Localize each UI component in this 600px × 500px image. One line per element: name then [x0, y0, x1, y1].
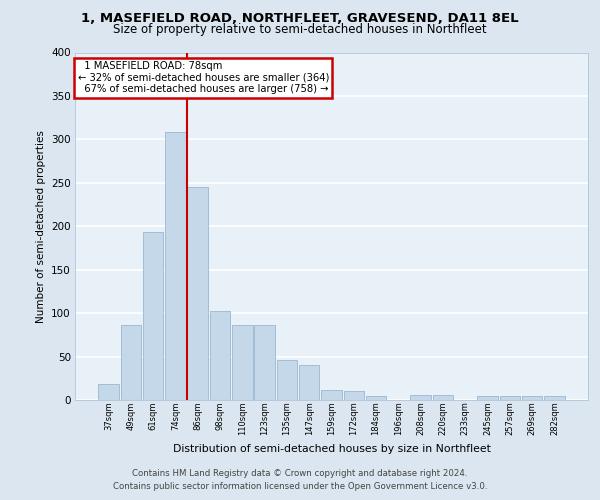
Text: 1, MASEFIELD ROAD, NORTHFLEET, GRAVESEND, DA11 8EL: 1, MASEFIELD ROAD, NORTHFLEET, GRAVESEND… — [81, 12, 519, 26]
Bar — [254, 326, 275, 400]
Text: Contains HM Land Registry data © Crown copyright and database right 2024.
Contai: Contains HM Land Registry data © Crown c… — [113, 470, 487, 491]
Bar — [366, 396, 386, 400]
Bar — [522, 396, 542, 400]
Bar — [344, 392, 364, 400]
Bar — [321, 390, 342, 400]
Bar — [232, 326, 253, 400]
Bar — [433, 395, 453, 400]
Bar — [143, 232, 163, 400]
Y-axis label: Number of semi-detached properties: Number of semi-detached properties — [35, 130, 46, 322]
Bar — [544, 396, 565, 400]
Bar — [121, 326, 141, 400]
Bar — [98, 384, 119, 400]
Text: Size of property relative to semi-detached houses in Northfleet: Size of property relative to semi-detach… — [113, 22, 487, 36]
X-axis label: Distribution of semi-detached houses by size in Northfleet: Distribution of semi-detached houses by … — [173, 444, 490, 454]
Bar — [165, 132, 186, 400]
Bar — [299, 365, 319, 400]
Bar — [277, 360, 297, 400]
Bar — [477, 396, 498, 400]
Bar — [410, 395, 431, 400]
Text: 1 MASEFIELD ROAD: 78sqm  
← 32% of semi-detached houses are smaller (364)
  67% : 1 MASEFIELD ROAD: 78sqm ← 32% of semi-de… — [77, 61, 329, 94]
Bar — [500, 396, 520, 400]
Bar — [210, 310, 230, 400]
Bar — [187, 187, 208, 400]
